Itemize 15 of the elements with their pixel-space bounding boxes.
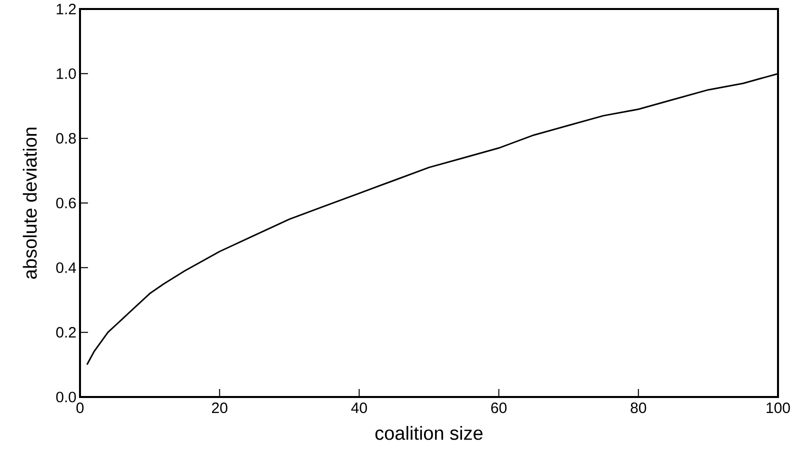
x-tick-label: 40	[351, 402, 367, 414]
x-tick-label: 0	[76, 402, 84, 414]
x-tick-label: 60	[491, 402, 507, 414]
y-tick-label: 0.4	[56, 262, 76, 273]
x-axis-title: coalition size	[375, 426, 483, 440]
y-tick-label: 1.0	[56, 68, 76, 79]
y-tick-label: 0.6	[56, 198, 76, 208]
y-tick-label: 1.2	[56, 4, 76, 14]
x-tick-label: 80	[630, 402, 646, 414]
y-tick-label: 0.2	[56, 327, 76, 338]
x-tick-label: 100	[766, 402, 790, 414]
y-tick-label: 0.0	[56, 392, 76, 402]
y-tick-label: 0.8	[56, 133, 76, 144]
x-tick-label: 20	[212, 402, 228, 414]
y-axis-title: absolute deviation	[22, 128, 37, 279]
